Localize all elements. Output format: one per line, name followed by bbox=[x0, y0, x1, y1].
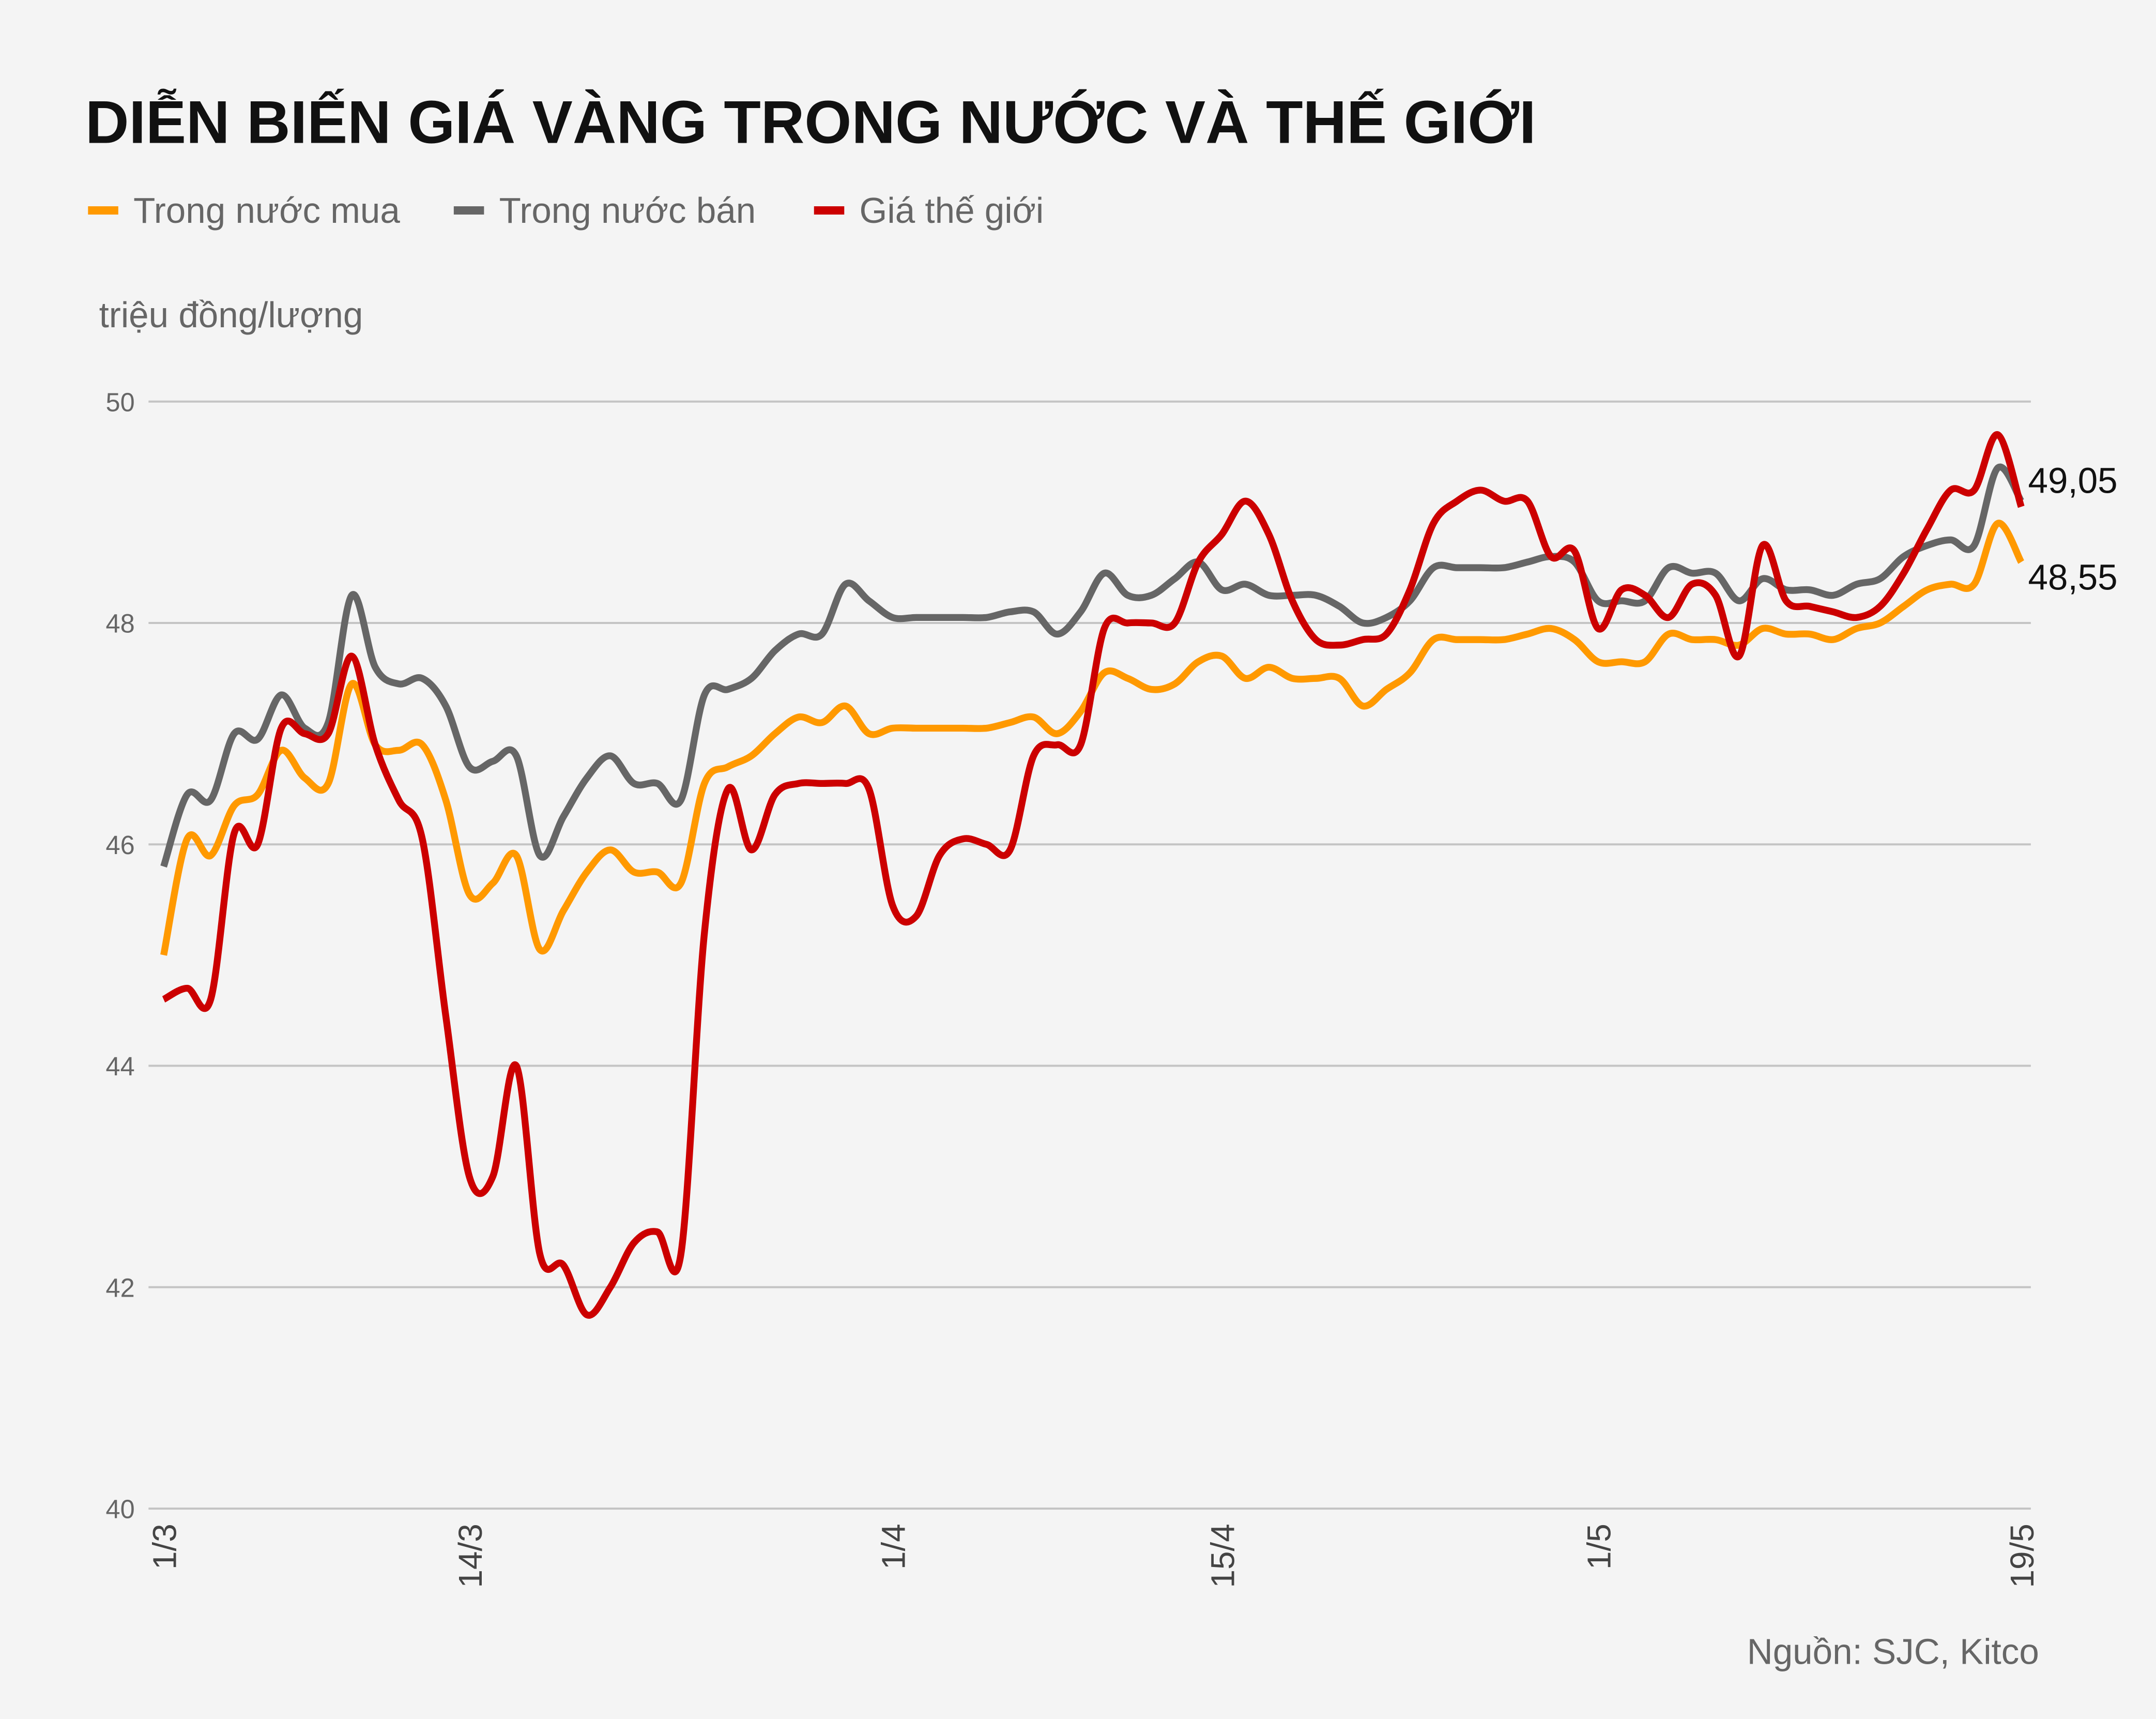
legend-label: Giá thế giới bbox=[860, 190, 1044, 231]
legend-label: Trong nước mua bbox=[133, 190, 400, 231]
source-note: Nguồn: SJC, Kitco bbox=[1747, 1632, 2039, 1672]
series-line-0 bbox=[160, 520, 2025, 956]
y-tick-label: 48 bbox=[106, 609, 135, 638]
x-tick-label: 19/5 bbox=[2004, 1524, 2041, 1588]
x-tick-label: 1/4 bbox=[875, 1524, 912, 1570]
y-tick-label: 46 bbox=[106, 830, 135, 860]
chart-title: DIỄN BIẾN GIÁ VÀNG TRONG NƯỚC VÀ THẾ GIỚ… bbox=[85, 88, 1536, 156]
grid bbox=[148, 400, 2031, 1510]
series-lines bbox=[160, 431, 2025, 1319]
x-tick-label: 15/4 bbox=[1204, 1524, 1242, 1588]
end-value-label: 48,55 bbox=[2028, 557, 2118, 597]
legend-label: Trong nước bán bbox=[499, 190, 756, 231]
y-tick-label: 40 bbox=[106, 1495, 135, 1524]
y-axis-unit-label: triệu đồng/lượng bbox=[99, 295, 363, 335]
end-labels: 48,55 49,05 bbox=[2028, 461, 2118, 598]
x-axis: 1/3 14/3 1/4 15/4 1/5 19/5 bbox=[146, 1524, 2041, 1588]
y-tick-label: 50 bbox=[106, 387, 135, 417]
x-tick-label: 1/3 bbox=[146, 1524, 184, 1570]
legend: Trong nước mua Trong nước bán Giá thế giới bbox=[88, 190, 1044, 231]
x-tick-label: 1/5 bbox=[1580, 1524, 1617, 1570]
y-tick-label: 42 bbox=[106, 1273, 135, 1302]
y-tick-label: 44 bbox=[106, 1052, 135, 1081]
series-line-2 bbox=[162, 431, 2025, 1319]
series-line-1 bbox=[160, 463, 2024, 868]
x-tick-label: 14/3 bbox=[452, 1524, 489, 1588]
end-value-label: 49,05 bbox=[2028, 461, 2118, 501]
y-axis: 50 48 46 44 42 40 bbox=[106, 387, 135, 1524]
